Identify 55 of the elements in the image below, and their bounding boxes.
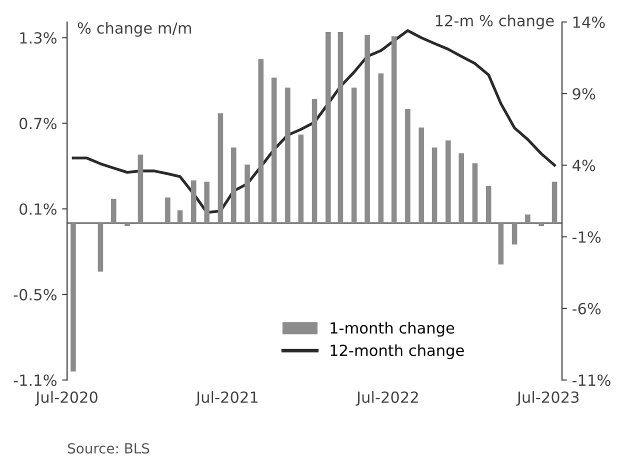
- bar: [391, 36, 397, 224]
- y2-axis-title: 12-m % change: [436, 14, 554, 30]
- x-tick-label: Jul-2023: [516, 391, 579, 406]
- bar: [418, 128, 424, 224]
- bar: [285, 88, 290, 224]
- bar: [512, 223, 518, 245]
- y-tick-label: -1.1%: [14, 374, 57, 386]
- bar: [338, 32, 344, 224]
- y2-tick-label: -11%: [572, 374, 610, 386]
- bar: [432, 148, 438, 224]
- bar: [498, 223, 504, 264]
- y-tick-label: 1.3%: [20, 32, 57, 44]
- bar: [458, 153, 464, 224]
- bar: [177, 210, 183, 224]
- bar: [538, 223, 544, 226]
- bar: [204, 182, 210, 224]
- bar: [472, 163, 478, 224]
- bar: [552, 182, 558, 224]
- source-note: Source: BLS: [68, 443, 150, 454]
- x-tick-label: Jul-2020: [34, 391, 98, 406]
- bar: [124, 223, 130, 226]
- legend-label: 12-month change: [330, 344, 464, 360]
- bar: [312, 99, 318, 224]
- y2-tick-label: 9%: [572, 88, 596, 100]
- bar: [70, 223, 76, 372]
- y2-tick-label: -6%: [572, 302, 601, 314]
- bar: [326, 32, 331, 224]
- bar: [378, 73, 384, 224]
- bar: [191, 180, 196, 224]
- bar: [98, 223, 104, 272]
- y2-tick-label: 14%: [573, 16, 605, 28]
- x-tick-label: Jul-2021: [195, 391, 258, 406]
- bar: [111, 198, 116, 224]
- bar: [258, 59, 264, 224]
- bar: [165, 197, 170, 224]
- bar: [446, 140, 451, 224]
- bar: [351, 88, 357, 224]
- y-tick-label: -0.5%: [14, 288, 57, 300]
- bar: [138, 154, 144, 224]
- bar: [271, 78, 277, 224]
- bar: [405, 109, 410, 224]
- bar: [218, 113, 224, 224]
- bar: [244, 164, 250, 224]
- bar: [231, 148, 236, 224]
- y2-tick-label: -1%: [572, 231, 601, 243]
- bar: [486, 186, 492, 224]
- y-tick-label: 0.7%: [20, 118, 57, 130]
- bar: [298, 134, 304, 224]
- legend-label: 1-month change: [330, 322, 454, 337]
- y-tick-label: 0.1%: [20, 203, 57, 215]
- bar: [525, 214, 530, 224]
- y2-tick-label: 4%: [572, 160, 596, 172]
- y-axis-title: % change m/m: [78, 22, 192, 37]
- x-tick-label: Jul-2022: [356, 391, 418, 406]
- bar: [364, 34, 370, 224]
